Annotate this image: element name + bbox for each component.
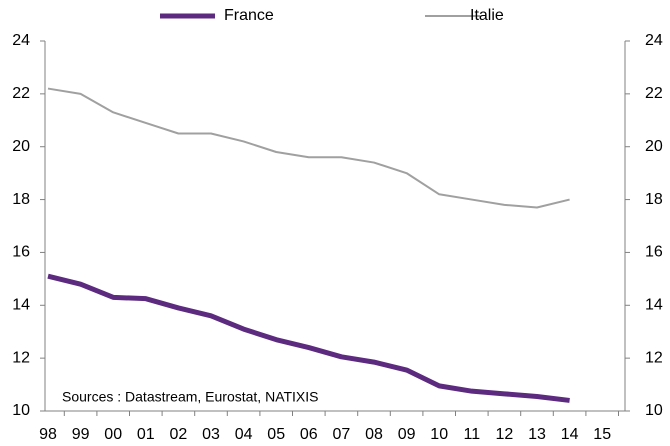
y-tick-label: 24 <box>12 32 30 49</box>
y2-tick-label: 24 <box>645 32 663 49</box>
x-tick-label: 04 <box>235 426 253 443</box>
y2-tick-label: 10 <box>645 402 663 419</box>
series-line <box>47 87 570 209</box>
x-tick-label: 10 <box>430 426 448 443</box>
y2-tick-label: 14 <box>645 297 663 314</box>
x-tick-label: 02 <box>170 426 188 443</box>
x-tick-label: 08 <box>365 426 383 443</box>
x-tick-label: 01 <box>137 426 155 443</box>
x-tick-label: 12 <box>496 426 514 443</box>
y2-tick-label: 20 <box>645 138 663 155</box>
y2-tick-label: 22 <box>645 85 663 102</box>
series-line <box>47 273 570 403</box>
x-tick-label: 03 <box>202 426 220 443</box>
y-tick-label: 12 <box>12 349 30 366</box>
x-tick-label: 13 <box>528 426 546 443</box>
x-tick-label: 11 <box>463 426 480 443</box>
x-tick-label: 00 <box>104 426 122 443</box>
legend-label: France <box>224 7 274 24</box>
y2-tick-label: 16 <box>645 244 663 261</box>
y2-tick-label: 12 <box>645 349 663 366</box>
y-tick-label: 16 <box>12 244 30 261</box>
x-tick-label: 98 <box>39 426 57 443</box>
x-tick-label: 07 <box>333 426 351 443</box>
y-tick-label: 10 <box>12 402 30 419</box>
source-note: Sources : Datastream, Eurostat, NATIXIS <box>62 389 319 405</box>
y-tick-label: 14 <box>12 297 30 314</box>
y-tick-label: 18 <box>12 191 30 208</box>
y-tick-label: 22 <box>12 85 30 102</box>
x-tick-label: 06 <box>300 426 318 443</box>
x-tick-label: 15 <box>593 426 611 443</box>
x-tick-label: 09 <box>398 426 416 443</box>
y2-tick-label: 18 <box>645 191 663 208</box>
legend-label: Italie <box>470 7 504 24</box>
x-tick-label: 99 <box>72 426 90 443</box>
y-tick-label: 20 <box>12 138 30 155</box>
x-tick-label: 05 <box>267 426 285 443</box>
x-tick-label: 14 <box>561 426 579 443</box>
